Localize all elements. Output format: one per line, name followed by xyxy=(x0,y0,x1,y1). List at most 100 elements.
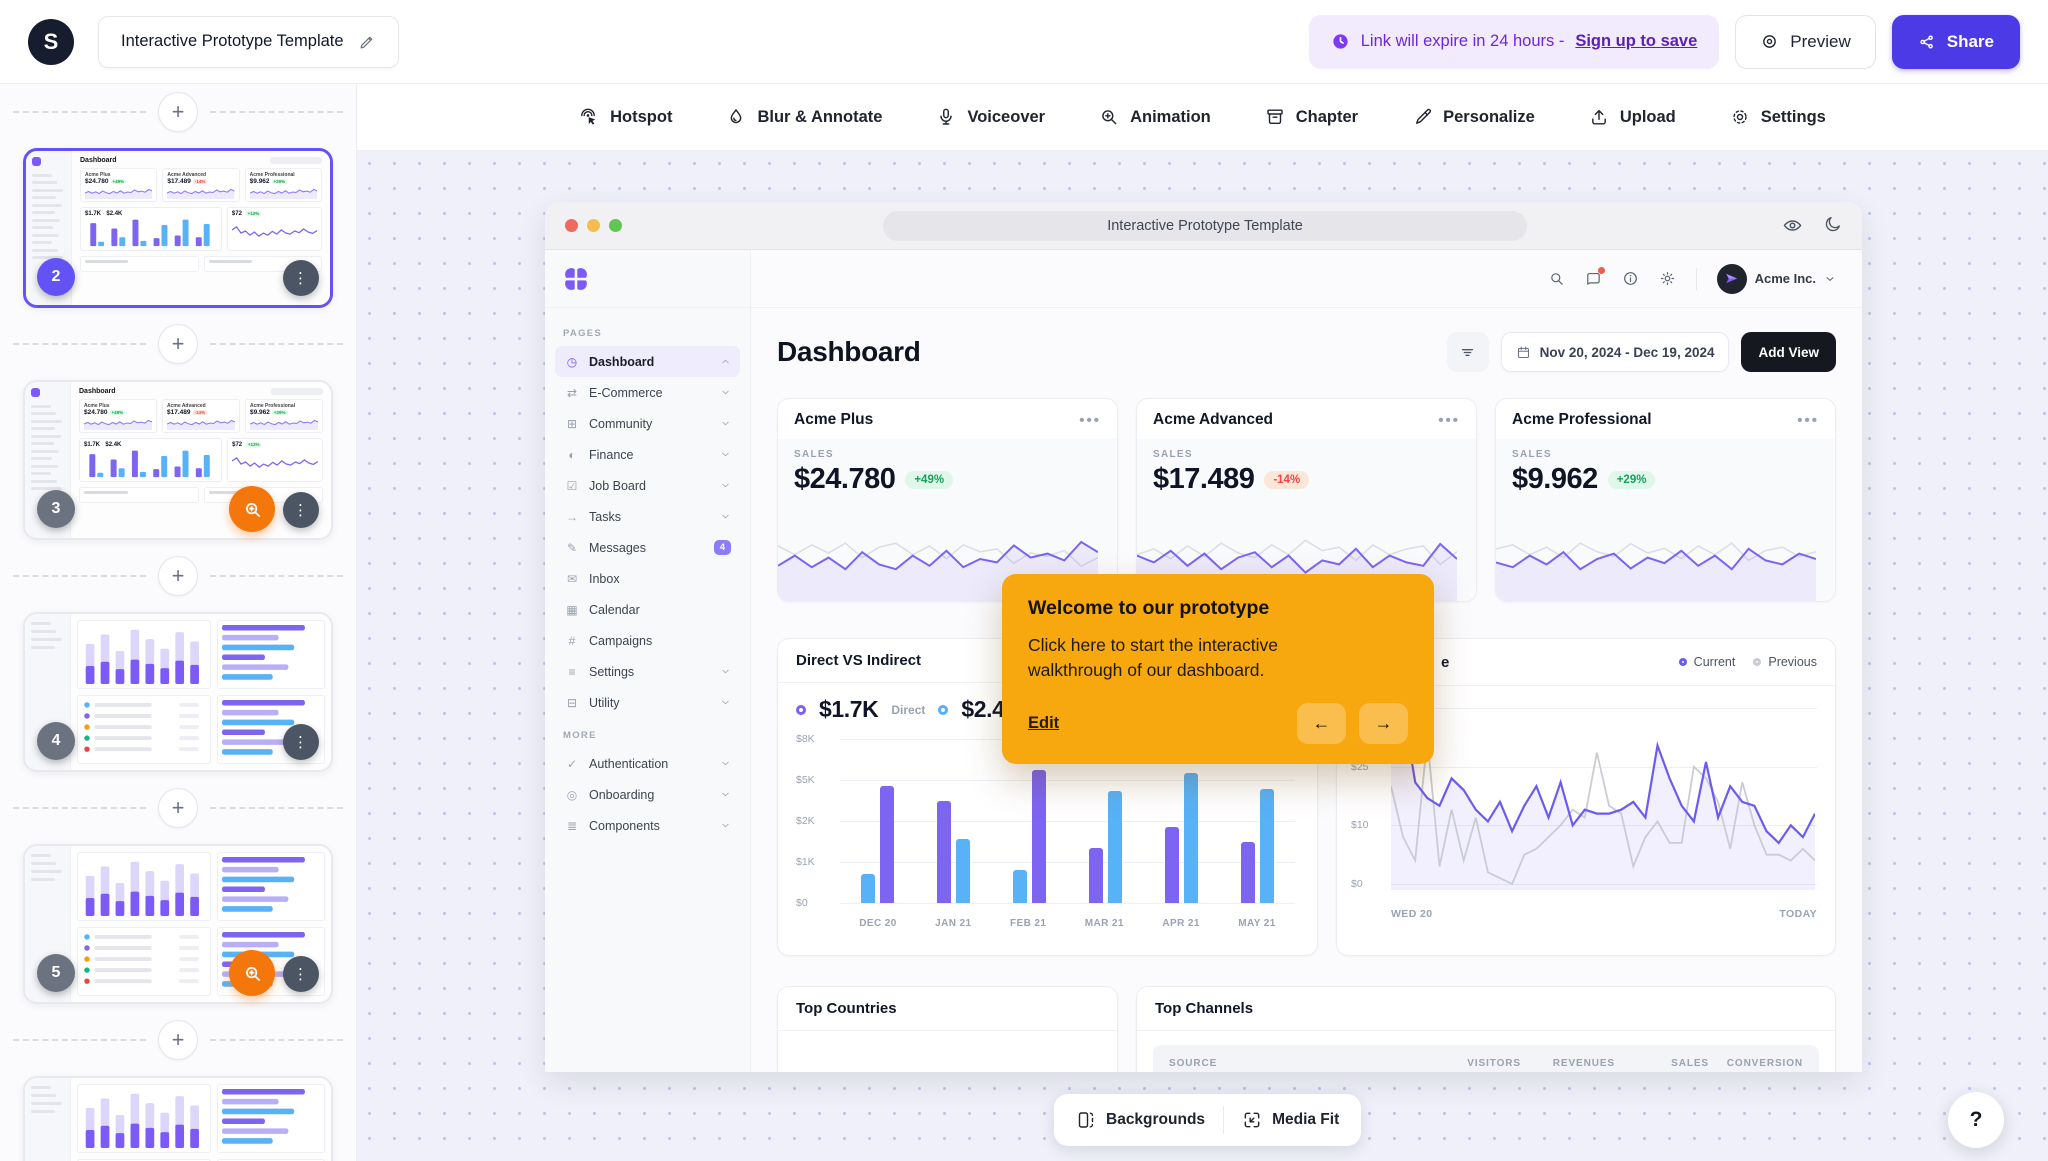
nav-item-inbox[interactable]: ✉ Inbox xyxy=(555,563,740,594)
document-title-button[interactable]: Interactive Prototype Template xyxy=(98,15,399,68)
slide-thumbnail-5[interactable]: 5 ⋮ xyxy=(23,844,333,1004)
backgrounds-icon xyxy=(1076,1110,1096,1130)
next-step-button[interactable]: → xyxy=(1359,702,1408,744)
card-menu-button[interactable]: ••• xyxy=(1797,411,1819,429)
nav-item-onboarding[interactable]: ◎ Onboarding xyxy=(555,779,740,810)
help-button[interactable]: ? xyxy=(1948,1092,2004,1148)
toolbar-item-upload[interactable]: Upload xyxy=(1589,107,1676,127)
x-axis-label: DEC 20 xyxy=(859,918,897,929)
add-slide-button[interactable]: + xyxy=(158,788,198,828)
notification-dot xyxy=(1597,267,1605,274)
pencil-icon xyxy=(358,33,376,51)
add-slide-button[interactable]: + xyxy=(158,324,198,364)
nav-item-label: Community xyxy=(589,416,653,431)
grid-line xyxy=(1391,884,1817,885)
chat-icon-button[interactable] xyxy=(1585,267,1605,287)
mini-sparkline xyxy=(167,188,235,199)
slide-thumbnail[interactable] xyxy=(23,1076,333,1161)
edit-link[interactable]: Edit xyxy=(1028,713,1060,732)
share-button[interactable]: Share xyxy=(1891,14,2020,69)
mini-sparkline xyxy=(249,188,317,199)
slide-preview-charts xyxy=(25,846,331,1002)
preview-icon xyxy=(1760,32,1779,51)
info-icon[interactable] xyxy=(1622,270,1639,287)
nav-item-label: Onboarding xyxy=(589,787,655,802)
toolbar-item-settings[interactable]: Settings xyxy=(1730,107,1826,127)
blur-icon xyxy=(731,109,742,124)
brightness-icon[interactable] xyxy=(1659,270,1676,287)
bar-indirect xyxy=(861,874,876,903)
add-slide-button[interactable]: + xyxy=(158,92,198,132)
nav-item-community[interactable]: ⊞ Community xyxy=(555,408,740,439)
x-axis-label: TODAY xyxy=(1779,908,1817,920)
card-menu-button[interactable]: ••• xyxy=(1438,411,1460,429)
nav-item-authentication[interactable]: ✓ Authentication xyxy=(555,748,740,779)
community-icon: ⊞ xyxy=(566,416,578,431)
nav-item-label: Finance xyxy=(589,447,634,462)
company-name: Acme Inc. xyxy=(1754,271,1816,286)
prev-step-button[interactable]: ← xyxy=(1297,702,1346,744)
slide-thumbnail-4[interactable]: 4 ⋮ xyxy=(23,612,333,772)
add-view-button[interactable]: Add View xyxy=(1741,332,1836,372)
nav-item-e-commerce[interactable]: ⇄ E-Commerce xyxy=(555,377,740,408)
kebab-icon: ⋮ xyxy=(293,734,309,751)
nav-item-job-board[interactable]: ☑ Job Board xyxy=(555,470,740,501)
nav-item-settings[interactable]: ≡ Settings xyxy=(555,656,740,687)
toolbar-item-animation[interactable]: Animation xyxy=(1099,107,1211,127)
toolbar-item-label: Upload xyxy=(1619,107,1676,126)
stat-card-2: Acme Advanced ••• SALES $17.489 -14% xyxy=(1136,398,1477,602)
slide-menu-button[interactable]: ⋮ xyxy=(283,956,319,992)
slide-frame xyxy=(23,1076,333,1161)
nav-item-tasks[interactable]: → Tasks xyxy=(555,501,740,532)
slide-menu-button[interactable]: ⋮ xyxy=(283,492,319,528)
preview-button[interactable]: Preview xyxy=(1735,14,1876,69)
toolbar-item-hotspot[interactable]: Hotspot xyxy=(579,107,672,127)
maximize-button[interactable] xyxy=(609,219,622,232)
toolbar-item-label: Voiceover xyxy=(967,107,1046,126)
slide-menu-button[interactable]: ⋮ xyxy=(283,724,319,760)
media-fit-button[interactable]: Media Fit xyxy=(1224,1094,1357,1146)
mini-sparkline xyxy=(167,419,235,430)
toolbar-item-voiceover[interactable]: Voiceover xyxy=(936,107,1045,127)
welcome-tooltip[interactable]: Welcome to our prototype Click here to s… xyxy=(1002,574,1434,764)
app-logo[interactable]: S xyxy=(28,18,74,65)
date-range-button[interactable]: Nov 20, 2024 - Dec 19, 2024 xyxy=(1500,332,1730,372)
slide-thumbnail-2[interactable]: Dashboard Acme Plus $24.780 +49% Acme Advanc… xyxy=(23,148,333,308)
nav-item-campaigns[interactable]: # Campaigns xyxy=(555,625,740,656)
toolbar-item-chapter[interactable]: Chapter xyxy=(1265,107,1358,127)
add-slide-button[interactable]: + xyxy=(158,556,198,596)
settings-icon: ≡ xyxy=(568,664,576,679)
slide-menu-button[interactable]: ⋮ xyxy=(283,260,319,296)
nav-item-calendar[interactable]: ▦ Calendar xyxy=(555,594,740,625)
card-menu-button[interactable]: ••• xyxy=(1079,411,1101,429)
signup-link[interactable]: Sign up to save xyxy=(1575,32,1698,50)
slide-zoom-button[interactable] xyxy=(229,486,275,532)
nav-item-components[interactable]: ≣ Components xyxy=(555,810,740,841)
account-menu[interactable]: Acme Inc. xyxy=(1716,263,1836,294)
add-slide-button[interactable]: + xyxy=(158,1020,198,1060)
editor-toolbar: Hotspot Blur & Annotate Voiceover Animation… xyxy=(357,84,2048,151)
nav-item-utility[interactable]: ⊟ Utility xyxy=(555,687,740,718)
mini-horizontal-bars xyxy=(222,700,306,755)
eye-icon[interactable] xyxy=(1782,215,1803,236)
toolbar-item-personalize[interactable]: Personalize xyxy=(1412,107,1535,127)
mini-line-chart xyxy=(231,226,317,237)
backgrounds-button[interactable]: Backgrounds xyxy=(1058,1094,1223,1146)
slide-thumbnail-3[interactable]: Dashboard Acme Plus $24.780 +49% Acme Advanc… xyxy=(23,380,333,540)
search-icon[interactable] xyxy=(1548,270,1565,287)
slide-zoom-button[interactable] xyxy=(229,950,275,996)
proto-logo[interactable] xyxy=(545,250,750,308)
nav-item-dashboard[interactable]: ◷ Dashboard xyxy=(555,346,740,377)
mini-bar-chart xyxy=(90,219,210,247)
toolbar-item-blur[interactable]: Blur & Annotate xyxy=(726,107,882,127)
stat-card-title: Acme Professional xyxy=(1512,411,1652,428)
nav-item-finance[interactable]: ◐ Finance xyxy=(555,439,740,470)
minimize-button[interactable] xyxy=(587,219,600,232)
moon-icon[interactable] xyxy=(1823,215,1842,236)
tooltip-body: Click here to start the interactive walk… xyxy=(1028,635,1278,680)
browser-title: Interactive Prototype Template xyxy=(1107,218,1303,234)
close-button[interactable] xyxy=(565,219,578,232)
nav-item-messages[interactable]: ✎ Messages 4 xyxy=(555,532,740,563)
kebab-icon: ⋮ xyxy=(293,270,309,287)
filter-button[interactable] xyxy=(1446,332,1489,372)
